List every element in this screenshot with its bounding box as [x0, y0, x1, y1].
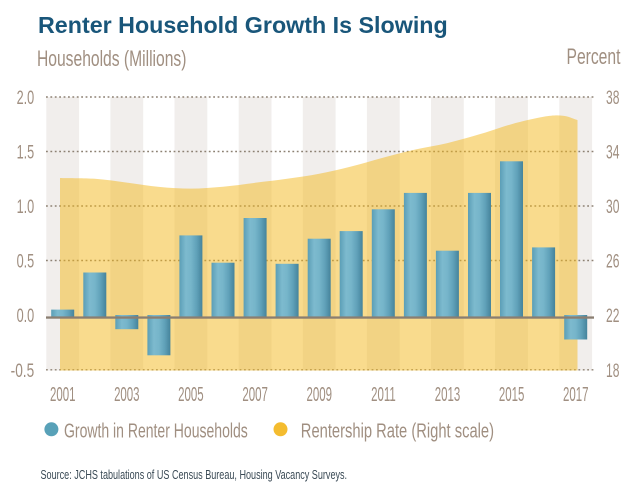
svg-text:Percent: Percent — [567, 46, 622, 70]
svg-text:26: 26 — [606, 252, 620, 272]
svg-text:30: 30 — [606, 197, 620, 217]
svg-text:2013: 2013 — [435, 384, 460, 406]
svg-text:0.0: 0.0 — [17, 306, 35, 327]
svg-text:2007: 2007 — [242, 384, 267, 406]
svg-text:2017: 2017 — [563, 384, 588, 406]
svg-text:2.0: 2.0 — [17, 88, 35, 109]
svg-text:-0.5: -0.5 — [11, 360, 35, 382]
svg-text:2003: 2003 — [114, 384, 139, 406]
svg-text:2001: 2001 — [50, 384, 75, 406]
svg-text:1.5: 1.5 — [17, 142, 35, 163]
svg-text:2015: 2015 — [499, 384, 524, 406]
svg-text:2005: 2005 — [178, 384, 203, 406]
svg-text:Rentership Rate (Right scale): Rentership Rate (Right scale) — [301, 419, 494, 442]
svg-text:2009: 2009 — [306, 384, 331, 406]
svg-text:1.0: 1.0 — [17, 197, 35, 218]
svg-text:34: 34 — [606, 143, 620, 163]
svg-text:Households (Millions): Households (Millions) — [37, 48, 186, 72]
svg-text:Renter Household Growth Is Slo: Renter Household Growth Is Slowing — [38, 12, 448, 38]
svg-text:Growth in Renter Households: Growth in Renter Households — [64, 419, 248, 442]
svg-text:0.5: 0.5 — [17, 251, 35, 272]
svg-text:2011: 2011 — [371, 384, 396, 406]
svg-text:Source: JCHS tabulations of US: Source: JCHS tabulations of US Census Bu… — [41, 469, 348, 483]
svg-text:38: 38 — [606, 88, 620, 108]
svg-text:18: 18 — [606, 361, 620, 381]
svg-text:22: 22 — [606, 306, 620, 326]
